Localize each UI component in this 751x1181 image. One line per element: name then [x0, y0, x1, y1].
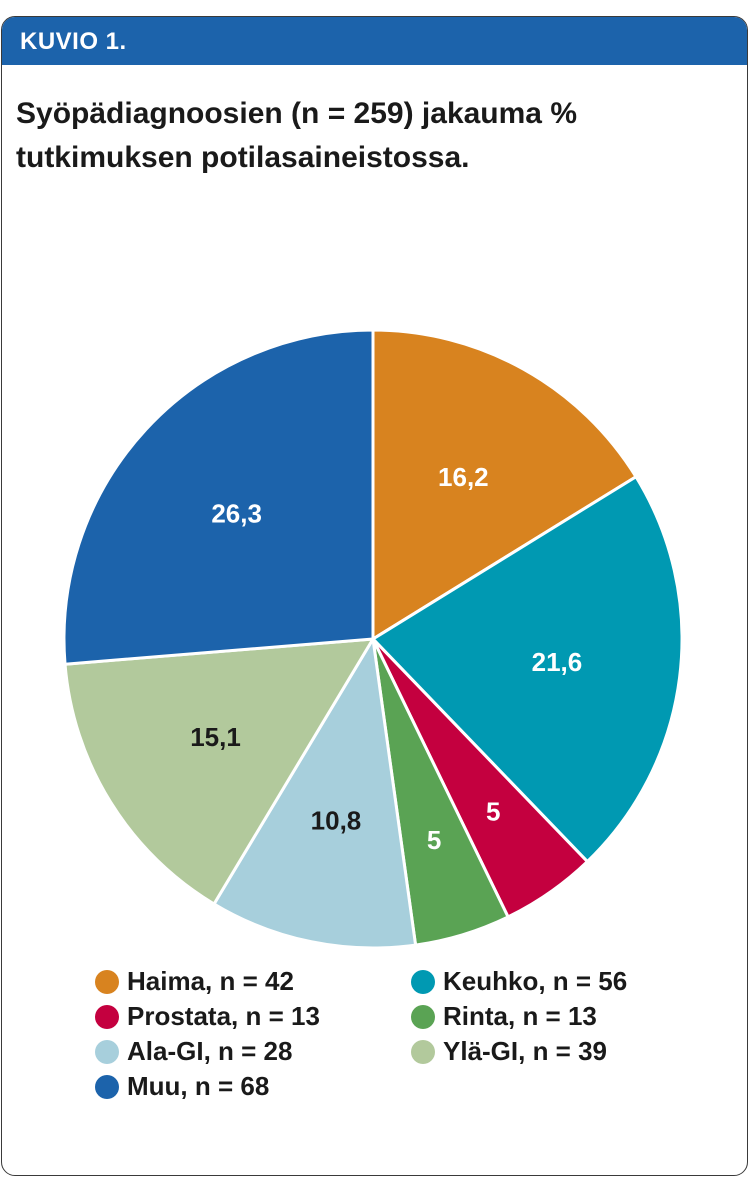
- chart-title-line-2: tutkimuksen potilasaineistossa.: [16, 141, 470, 174]
- legend-swatch-3: [95, 1004, 119, 1029]
- legend-swatch-1: [95, 969, 119, 994]
- legend-item-5: Ala-GI, n = 28: [95, 1036, 292, 1067]
- chart-title-line-1: Syöpädiagnoosien (n = 259) jakauma %: [16, 97, 578, 130]
- legend-label-5: Ala-GI, n = 28: [127, 1036, 293, 1066]
- pie-slice-1: [371, 328, 638, 641]
- figure-number-label: KUVIO 1.: [20, 28, 127, 55]
- pie-slice-label-4: 5: [427, 825, 441, 855]
- legend-label-4: Rinta, n = 13: [443, 1001, 597, 1031]
- pie-slice-label-7: 26,3: [211, 498, 262, 528]
- legend-item-4: Rinta, n = 13: [411, 1001, 597, 1032]
- pie-slice-7: [62, 328, 375, 666]
- legend-item-2: Keuhko, n = 56: [411, 966, 627, 997]
- legend-item-7: Muu, n = 68: [95, 1071, 269, 1102]
- legend-item-3: Prostata, n = 13: [95, 1001, 320, 1032]
- pie-slice-label-1: 16,2: [438, 462, 489, 492]
- legend-item-6: Ylä-GI, n = 39: [411, 1036, 607, 1067]
- chart-title: Syöpädiagnoosien (n = 259) jakauma % tut…: [16, 92, 696, 180]
- legend-swatch-4: [411, 1004, 435, 1029]
- pie-slice-label-2: 21,6: [532, 647, 583, 677]
- legend-swatch-6: [411, 1039, 435, 1064]
- legend-label-7: Muu, n = 68: [127, 1071, 270, 1101]
- figure-header-bar: KUVIO 1.: [2, 17, 747, 65]
- pie-slice-5: [212, 637, 418, 950]
- legend-label-2: Keuhko, n = 56: [443, 966, 628, 996]
- pie-slice-2: [371, 475, 684, 864]
- pie-slice-6: [63, 637, 375, 906]
- pie-slice-label-3: 5: [486, 796, 500, 826]
- legend-swatch-7: [95, 1074, 119, 1099]
- pie-slice-label-5: 10,8: [311, 806, 362, 836]
- legend-label-1: Haima, n = 42: [127, 966, 294, 996]
- legend-swatch-2: [411, 969, 435, 994]
- legend-label-6: Ylä-GI, n = 39: [443, 1036, 608, 1066]
- pie-slice-label-6: 15,1: [190, 722, 241, 752]
- legend-label-3: Prostata, n = 13: [127, 1001, 320, 1031]
- legend-item-1: Haima, n = 42: [95, 966, 294, 997]
- legend-swatch-5: [95, 1039, 119, 1064]
